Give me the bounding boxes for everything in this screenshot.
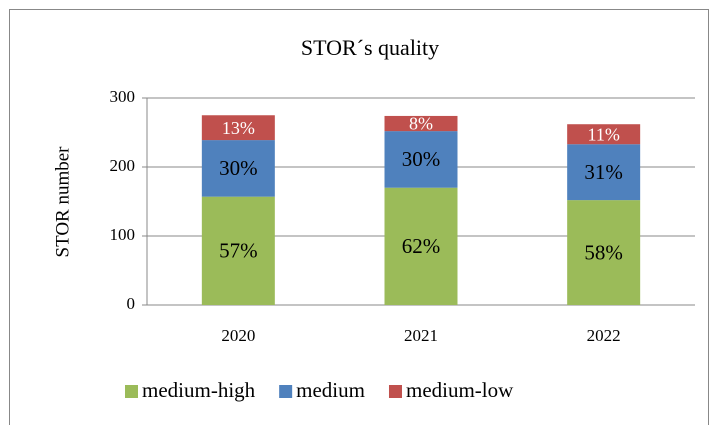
- bar-segment: [567, 200, 641, 305]
- bar-segment: [384, 115, 458, 132]
- y-tick-label: 100: [110, 225, 136, 244]
- bar-segment: [201, 196, 275, 305]
- chart-title: STOR´s quality: [301, 35, 439, 60]
- y-tick-label: 200: [110, 156, 136, 175]
- y-tick-label: 300: [110, 87, 136, 106]
- data-label: 13%: [222, 118, 255, 138]
- legend-swatch: [125, 385, 138, 398]
- legend-swatch: [388, 385, 402, 398]
- y-tick-label: 0: [127, 294, 136, 313]
- bar-segment: [384, 187, 458, 305]
- data-label: 62%: [402, 234, 441, 258]
- data-label: 8%: [409, 114, 433, 134]
- data-label: 11%: [588, 124, 620, 144]
- bar-segment: [384, 131, 458, 188]
- x-tick-label: 2021: [404, 326, 438, 345]
- data-label: 30%: [219, 156, 258, 180]
- legend-label: medium: [296, 378, 365, 402]
- bar-segment: [201, 115, 275, 141]
- legend-label: medium-high: [142, 378, 256, 402]
- bar-segment: [567, 144, 641, 201]
- y-axis-label: STOR number: [52, 146, 73, 258]
- data-label: 58%: [584, 240, 623, 264]
- bar-segment: [567, 124, 641, 145]
- legend-label: medium-low: [406, 378, 514, 402]
- chart-frame: [9, 9, 709, 425]
- x-tick-label: 2022: [587, 326, 621, 345]
- x-tick-label: 2020: [221, 326, 255, 345]
- data-label: 57%: [219, 239, 258, 263]
- data-label: 30%: [402, 147, 441, 171]
- data-label: 31%: [584, 160, 623, 184]
- bar-segment: [201, 140, 275, 197]
- legend-swatch: [279, 385, 293, 398]
